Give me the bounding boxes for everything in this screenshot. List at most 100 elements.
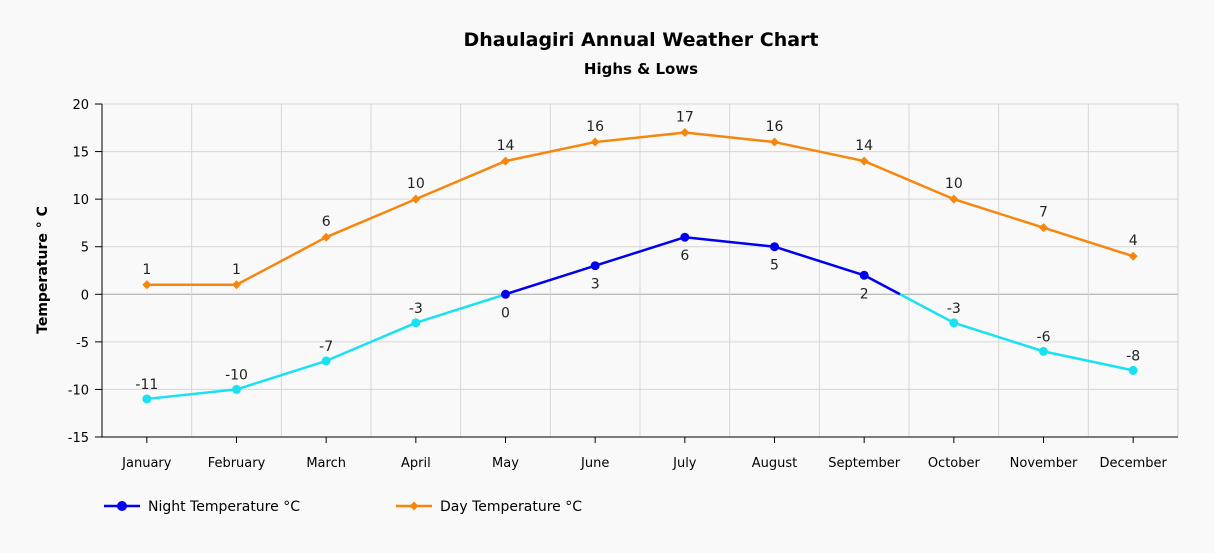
series-line-segment [899, 293, 955, 324]
data-point [590, 261, 600, 271]
data-label: 14 [855, 138, 873, 154]
series-line-segment [504, 140, 597, 163]
data-label: -7 [319, 339, 333, 355]
series-line-segment [773, 140, 866, 163]
series-line-segment [952, 321, 1045, 353]
x-tick-label: May [492, 456, 519, 471]
legend-label: Night Temperature °C [148, 499, 300, 515]
series-line-segment [683, 235, 776, 248]
y-tick-label: 10 [72, 193, 89, 208]
x-tick-label: August [752, 456, 798, 471]
chart-subtitle: Highs & Lows [584, 60, 698, 78]
data-point [1128, 365, 1138, 375]
data-label: 3 [591, 277, 600, 293]
series-line-segment [1042, 350, 1135, 372]
series-line-segment [324, 321, 418, 363]
legend: Night Temperature °C Day Temperature °C [104, 499, 582, 515]
data-point [949, 194, 959, 204]
data-label: 0 [501, 305, 510, 321]
legend-label: Day Temperature °C [440, 499, 582, 515]
series-line-segment [504, 264, 597, 296]
legend-diamond-marker [409, 501, 419, 511]
x-tick-label: September [828, 456, 901, 471]
data-point [859, 270, 869, 280]
data-label: 10 [407, 176, 425, 192]
x-tick-label: March [306, 456, 346, 471]
series-line-segment [414, 159, 507, 201]
data-label: -8 [1126, 348, 1140, 364]
series-line-segment [414, 293, 507, 325]
data-point [142, 394, 152, 404]
data-label: 16 [766, 119, 784, 135]
data-label: 17 [676, 110, 694, 126]
legend-circle-marker [117, 501, 127, 511]
data-label: -11 [135, 377, 158, 393]
y-tick-label: -15 [68, 431, 89, 446]
data-point [680, 232, 690, 242]
x-tick-label: February [208, 456, 266, 471]
data-point [770, 137, 779, 147]
series-line-segment [773, 245, 866, 277]
x-tick-label: January [121, 456, 172, 471]
data-label: 6 [322, 214, 331, 230]
series-line-segment [862, 159, 956, 201]
data-point [411, 194, 421, 204]
y-tick-label: 15 [72, 146, 89, 161]
data-label: -3 [947, 301, 961, 317]
data-label: 6 [680, 248, 689, 264]
x-tick-label: December [1099, 456, 1167, 471]
data-point [680, 128, 690, 138]
data-point [232, 280, 241, 290]
data-label: 4 [1129, 233, 1138, 249]
data-point [411, 318, 421, 328]
series-line-segment [863, 274, 901, 296]
x-tick-label: June [580, 456, 609, 471]
series-line-segment [235, 235, 328, 287]
data-point [321, 232, 331, 242]
data-label: 7 [1039, 205, 1048, 221]
legend-item-night: Night Temperature °C [104, 499, 300, 515]
series-line-segment [145, 388, 238, 401]
x-tick-label: November [1010, 456, 1078, 471]
data-point [501, 156, 510, 166]
data-label: -6 [1037, 329, 1051, 345]
data-point [859, 156, 869, 166]
data-point [1039, 346, 1048, 356]
series-line-segment [593, 131, 687, 144]
data-label: 2 [860, 286, 869, 302]
y-tick-label: -10 [68, 383, 89, 398]
night-series: -11 -10 -7 -3 0 3 6 5 2 -3 -6 -8 [135, 232, 1140, 404]
data-label: 10 [945, 176, 963, 192]
series-line-segment [952, 197, 1045, 229]
legend-item-day: Day Temperature °C [396, 499, 582, 515]
series-line-segment [324, 197, 418, 239]
series-line-segment [1042, 226, 1135, 258]
data-point [321, 356, 331, 366]
data-label: 5 [770, 258, 779, 274]
series-line-segment [593, 235, 687, 267]
data-label: -3 [409, 301, 423, 317]
data-point [1039, 223, 1048, 233]
series-line-segment [235, 359, 328, 391]
data-point [770, 242, 779, 252]
data-point [949, 318, 959, 328]
x-tick-label: April [401, 456, 431, 471]
data-point [501, 289, 510, 299]
data-label: 14 [497, 138, 515, 154]
data-label: 1 [142, 262, 151, 278]
y-tick-label: 5 [81, 241, 89, 256]
data-label: 1 [232, 262, 241, 278]
data-point [1128, 251, 1138, 261]
data-point [232, 384, 241, 394]
chart-title: Dhaulagiri Annual Weather Chart [463, 29, 818, 51]
data-point [590, 137, 600, 147]
x-tick-label: October [928, 456, 981, 471]
y-axis-label: Temperature ° C [35, 206, 51, 334]
x-tick-label: July [672, 456, 697, 471]
data-label: -10 [225, 367, 248, 383]
y-tick-label: 20 [72, 98, 89, 113]
series-line-segment [683, 131, 776, 144]
y-tick-label: 0 [81, 288, 89, 303]
